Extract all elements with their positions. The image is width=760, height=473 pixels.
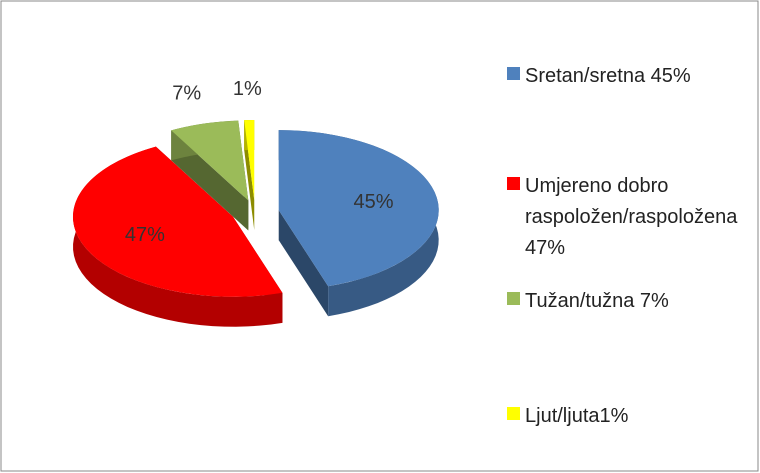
slice-side [278, 210, 329, 317]
legend-swatch [507, 407, 520, 420]
legend-swatch [507, 292, 520, 305]
legend-label: Ljut/ljuta1% [525, 405, 629, 427]
slice-side [73, 146, 283, 327]
legend-item: Tužan/tužna 7% [507, 286, 752, 317]
legend-swatch [507, 67, 520, 80]
legend-item: Sretan/sretna 45% [507, 61, 752, 92]
legend-swatch [507, 177, 520, 190]
data-label: 45% [354, 191, 394, 213]
slice [72, 146, 283, 297]
data-label: 7% [172, 83, 201, 105]
slice [278, 130, 439, 287]
legend-label: Umjereno dobro raspoložen/raspoložena 47… [525, 175, 738, 259]
legend-label: Sretan/sretna 45% [525, 65, 691, 87]
slice [244, 120, 255, 201]
legend-label: Tužan/tužna 7% [525, 290, 669, 312]
data-label: 47% [125, 224, 165, 246]
legend-item: Ljut/ljuta1% [507, 401, 752, 432]
legend-item: Umjereno dobro raspoložen/raspoložena 47… [507, 171, 752, 264]
data-label: 1% [233, 78, 262, 100]
slice [171, 120, 249, 201]
